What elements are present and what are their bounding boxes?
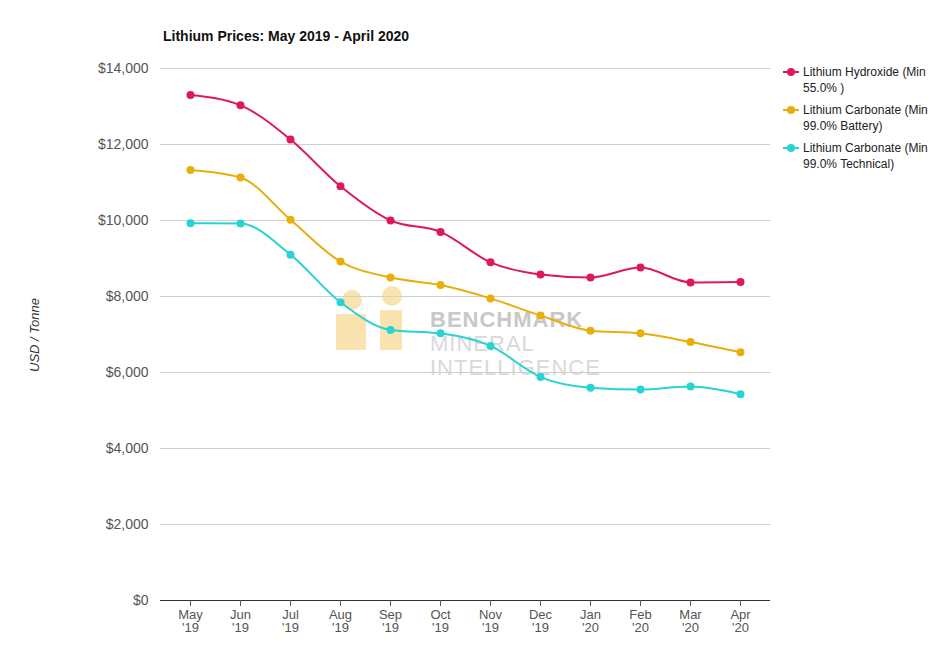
svg-text:Dec'19: Dec'19 [529,607,553,635]
svg-text:$4,000: $4,000 [106,440,149,456]
svg-text:$14,000: $14,000 [98,60,149,76]
html-text:BENCHMARK: BENCHMARK [430,307,584,332]
svg-text:May'19: May'19 [178,607,203,635]
svg-text:Sep'19: Sep'19 [379,607,402,635]
svg-text:$2,000: $2,000 [106,516,149,532]
html-text:USD / Tonne: USD / Tonne [26,298,42,372]
svg-text:$12,000: $12,000 [98,136,149,152]
html-text:INTELLIGENCE: INTELLIGENCE [430,355,601,380]
svg-text:Mar'20: Mar'20 [679,607,702,635]
svg-text:Apr'20: Apr'20 [730,607,751,635]
html-text:Lithium Carbonate (Min 99.0% T: Lithium Carbonate (Min 99.0% Technical) [803,141,928,171]
svg-text:Jun'19: Jun'19 [230,607,251,635]
svg-text:$0: $0 [133,592,149,608]
html-text:MINERAL: MINERAL [430,331,535,356]
html-text:Lithium Carbonate (Min 99.0% B: Lithium Carbonate (Min 99.0% Battery) [803,103,928,133]
html-text:Lithium Hydroxide (Min 55.0% ): Lithium Hydroxide (Min 55.0% ) [803,65,926,95]
svg-text:$6,000: $6,000 [106,364,149,380]
svg-text:Nov'19: Nov'19 [479,607,503,635]
html-text:Lithium Prices: May 2019 - Apr: Lithium Prices: May 2019 - April 2020 [163,28,410,44]
svg-text:Aug'19: Aug'19 [329,607,352,635]
svg-text:Oct'19: Oct'19 [430,607,451,635]
svg-text:Jan'20: Jan'20 [580,607,601,635]
svg-text:Jul'19: Jul'19 [282,607,299,635]
svg-text:Feb'20: Feb'20 [629,607,651,635]
svg-text:$8,000: $8,000 [106,288,149,304]
svg-text:$10,000: $10,000 [98,212,149,228]
